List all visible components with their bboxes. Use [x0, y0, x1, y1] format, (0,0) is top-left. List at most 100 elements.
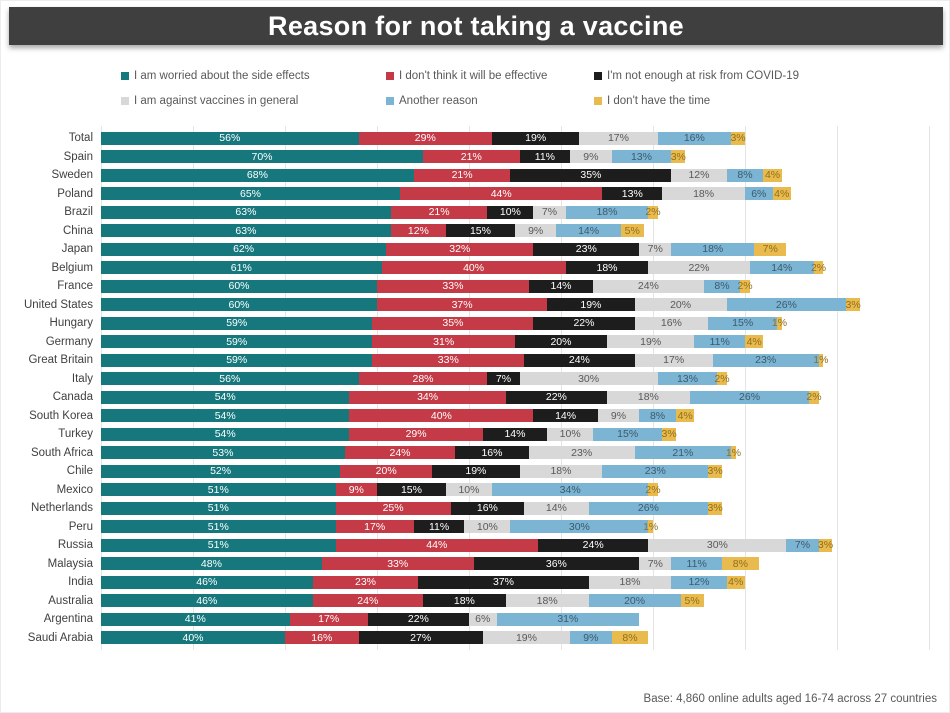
bar-segment: 26%: [726, 298, 847, 312]
bar-segment: 54%: [101, 409, 350, 423]
bar-segment: 1%: [813, 353, 829, 367]
chart-row: Argentina 41% 17% 22% 6% 31%: [1, 610, 949, 629]
row-label: Russia: [57, 539, 93, 552]
gridline: [285, 126, 286, 650]
legend-item-5: I don't have the time: [594, 95, 799, 107]
bar-segment: 9%: [335, 483, 377, 497]
bar-segment: 51%: [101, 538, 336, 552]
row-bars: 62% 32% 23% 7% 18% 7%: [101, 242, 787, 256]
bar-segment: 65%: [101, 187, 400, 201]
bar-segment: 21%: [423, 150, 520, 164]
bar-segment: 25%: [335, 501, 451, 515]
bar-segment: 19%: [482, 631, 571, 645]
legend-swatch-icon: [121, 72, 129, 80]
bar-segment: 23%: [712, 353, 819, 367]
bar-segment: 13%: [602, 187, 663, 201]
row-label: Argentina: [43, 613, 93, 626]
bar-segment: 12%: [671, 575, 727, 589]
bar-segment: 3%: [730, 131, 746, 145]
gridline: [377, 126, 378, 650]
bar-segment: 3%: [661, 427, 677, 441]
bar-segment: 24%: [537, 538, 649, 552]
bar-segment: 18%: [565, 261, 649, 275]
bar-segment: 15%: [376, 483, 446, 497]
bar-segment: 70%: [101, 150, 423, 164]
bar-segment: 16%: [455, 446, 529, 460]
row-bars: 46% 23% 37% 18% 12% 4%: [101, 575, 745, 589]
bar-segment: 31%: [496, 612, 640, 626]
bar-segment: 12%: [390, 224, 446, 238]
bar-segment: 10%: [547, 427, 594, 441]
bar-segment: 33%: [377, 279, 529, 293]
chart-row: Hungary 59% 35% 22% 16% 15% 1%: [1, 314, 949, 333]
bar-segment: 22%: [505, 390, 607, 404]
bar-segment: 22%: [648, 261, 750, 275]
gridline: [469, 126, 470, 650]
bar-segment: 19%: [491, 131, 580, 145]
bar-segment: 59%: [101, 353, 373, 367]
bar-segment: 10%: [445, 483, 492, 497]
row-label: Germany: [45, 335, 93, 348]
row-label: Sweden: [51, 169, 93, 182]
bar-segment: 23%: [602, 464, 709, 478]
bar-segment: 59%: [101, 316, 373, 330]
bar-segment: 19%: [432, 464, 520, 478]
bar-segment: 34%: [349, 390, 506, 404]
row-label: Italy: [71, 372, 93, 385]
row-label: Belgium: [51, 261, 93, 274]
gridline: [101, 126, 102, 650]
bar-segment: 20%: [588, 594, 681, 608]
bar-segment: 15%: [708, 316, 778, 330]
gridline: [653, 126, 654, 650]
gridline: [745, 126, 746, 650]
bar-segment: 18%: [519, 464, 603, 478]
row-label: Chile: [66, 465, 93, 478]
bar-segment: 28%: [358, 372, 488, 386]
row-bars: 51% 44% 24% 30% 7% 3%: [101, 538, 833, 552]
chart-row: Belgium 61% 40% 18% 22% 14% 2%: [1, 259, 949, 278]
bar-segment: 19%: [547, 298, 635, 312]
bar-segment: 23%: [312, 575, 419, 589]
page-title: Reason for not taking a vaccine: [268, 10, 684, 41]
bar-segment: 23%: [533, 242, 640, 256]
legend-label: I am against vaccines in general: [134, 95, 299, 107]
bar-segment: 60%: [101, 279, 377, 293]
chart-row: United States 60% 37% 19% 20% 26% 3%: [1, 296, 949, 315]
row-bars: 59% 31% 20% 19% 11% 4%: [101, 335, 764, 349]
title-bar: Reason for not taking a vaccine: [9, 7, 943, 45]
chart-row: Canada 54% 34% 22% 18% 26% 2%: [1, 388, 949, 407]
chart-row: Brazil 63% 21% 10% 7% 18% 2%: [1, 203, 949, 222]
row-bars: 65% 44% 13% 18% 6% 4%: [101, 187, 791, 201]
bar-segment: 6%: [468, 612, 497, 626]
bar-segment: 56%: [101, 372, 359, 386]
row-label: Spain: [63, 150, 93, 163]
bar-segment: 46%: [101, 575, 313, 589]
bar-segment: 18%: [422, 594, 506, 608]
row-bars: 41% 17% 22% 6% 31%: [101, 612, 640, 626]
row-label: South Africa: [30, 446, 93, 459]
bar-segment: 18%: [588, 575, 672, 589]
bar-segment: 4%: [772, 187, 791, 201]
row-label: Brazil: [64, 206, 93, 219]
bar-segment: 18%: [606, 390, 690, 404]
bar-segment: 59%: [101, 335, 373, 349]
row-bars: 51% 17% 11% 10% 30% 1%: [101, 520, 658, 534]
bar-segment: 18%: [505, 594, 589, 608]
bar-segment: 29%: [358, 131, 492, 145]
gridlines: [101, 126, 941, 650]
bar-segment: 2%: [737, 279, 753, 293]
stacked-bar-chart: Total 56% 29% 19% 17% 16% 3% Spain 70% 21% 11% 9% 13…: [1, 126, 949, 653]
bar-segment: 62%: [101, 242, 387, 256]
bar-segment: 7%: [533, 205, 566, 219]
legend-swatch-icon: [594, 72, 602, 80]
bar-segment: 10%: [464, 520, 511, 534]
bar-segment: 3%: [845, 298, 861, 312]
legend-label: I am worried about the side effects: [134, 70, 310, 82]
bar-segment: 16%: [657, 131, 732, 145]
bar-segment: 56%: [101, 131, 359, 145]
bar-segment: 14%: [482, 427, 548, 441]
legend-swatch-icon: [386, 97, 394, 105]
bar-segment: 36%: [473, 557, 640, 571]
row-label: Peru: [68, 520, 93, 533]
bar-segment: 52%: [101, 464, 341, 478]
